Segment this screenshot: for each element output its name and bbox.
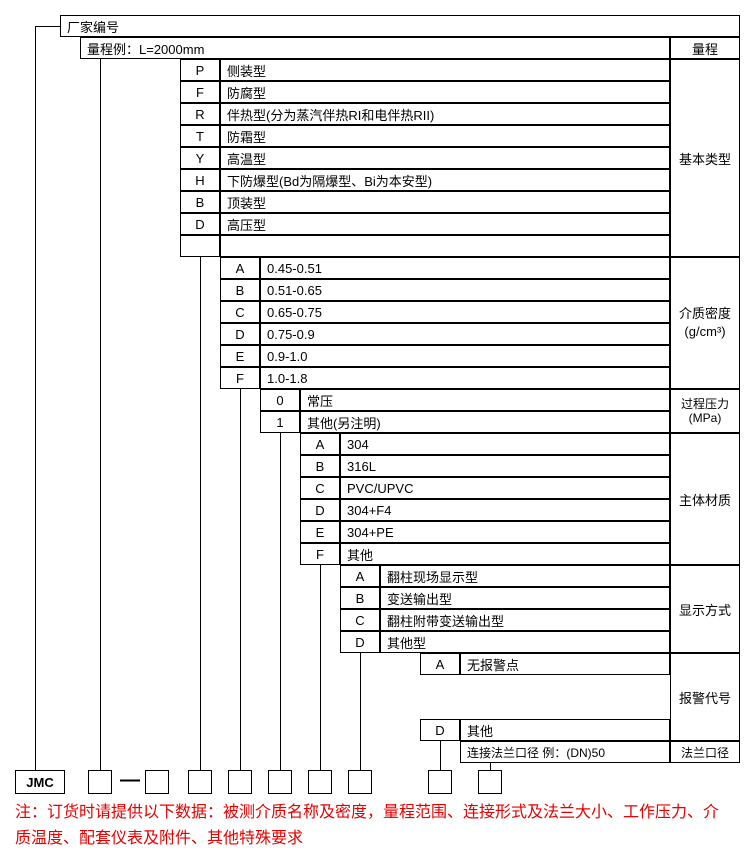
- display-desc: 变送输出型: [380, 587, 670, 609]
- basic-type-code: H: [180, 169, 220, 191]
- code-box-material: [268, 770, 292, 794]
- density-code: A: [220, 257, 260, 279]
- density-desc: 0.9-1.0: [260, 345, 670, 367]
- density-code: F: [220, 367, 260, 389]
- connector-line: [35, 26, 60, 27]
- display-code: C: [340, 609, 380, 631]
- flange-desc: 连接法兰口径 例：(DN)50: [460, 741, 670, 763]
- label-range: 量程: [670, 37, 740, 59]
- material-code: A: [300, 433, 340, 455]
- label-material: 主体材质: [670, 433, 740, 565]
- code-box-flange: [428, 770, 452, 794]
- basic-type-desc: 防腐型: [220, 81, 670, 103]
- density-desc: 0.75-0.9: [260, 323, 670, 345]
- code-box-range: [88, 770, 112, 794]
- label-display: 显示方式: [670, 565, 740, 653]
- material-desc: 316L: [340, 455, 670, 477]
- code-box-density: [188, 770, 212, 794]
- code-box-jmc: JMC: [15, 770, 65, 794]
- connector-line: [360, 653, 361, 770]
- basic-type-desc: [220, 235, 670, 257]
- label-pressure-unit: (MPa): [689, 411, 722, 425]
- pressure-desc: 常压: [300, 389, 670, 411]
- material-code: E: [300, 521, 340, 543]
- basic-type-code: F: [180, 81, 220, 103]
- pressure-code: 1: [260, 411, 300, 433]
- connector-line: [490, 763, 491, 770]
- material-desc: 304+PE: [340, 521, 670, 543]
- pressure-code: 0: [260, 389, 300, 411]
- basic-type-desc: 伴热型(分为蒸汽伴热RI和电伴热RII): [220, 103, 670, 125]
- material-desc: 304+F4: [340, 499, 670, 521]
- display-code: B: [340, 587, 380, 609]
- basic-type-desc: 侧装型: [220, 59, 670, 81]
- alarm2-code: D: [420, 719, 460, 741]
- connector-line: [100, 59, 101, 770]
- label-pressure-text: 过程压力: [681, 397, 729, 411]
- dash-separator: —: [120, 769, 140, 792]
- display-code: D: [340, 631, 380, 653]
- code-box-pressure: [228, 770, 252, 794]
- density-code: D: [220, 323, 260, 345]
- basic-type-code: Y: [180, 147, 220, 169]
- display-desc: 其他型: [380, 631, 670, 653]
- code-box-alarm: [348, 770, 372, 794]
- material-desc: PVC/UPVC: [340, 477, 670, 499]
- code-box-extra: [478, 770, 502, 794]
- density-code: E: [220, 345, 260, 367]
- basic-type-desc: 下防爆型(Bd为隔爆型、Bi为本安型): [220, 169, 670, 191]
- connector-line: [280, 433, 281, 770]
- basic-type-desc: 高温型: [220, 147, 670, 169]
- basic-type-desc: 高压型: [220, 213, 670, 235]
- label-density-text: 介质密度: [679, 305, 731, 323]
- header-range-example: 量程例：L=2000mm: [80, 37, 670, 59]
- label-alarm2: 报警代号: [670, 653, 740, 741]
- display-desc: 翻柱现场显示型: [380, 565, 670, 587]
- label-flange: 法兰口径: [670, 741, 740, 763]
- pressure-desc: 其他(另注明): [300, 411, 670, 433]
- basic-type-code: P: [180, 59, 220, 81]
- density-desc: 1.0-1.8: [260, 367, 670, 389]
- density-desc: 0.51-0.65: [260, 279, 670, 301]
- label-basic-type: 基本类型: [670, 59, 740, 257]
- material-code: B: [300, 455, 340, 477]
- label-density: 介质密度 (g/cm³): [670, 257, 740, 389]
- display-desc: 翻柱附带变送输出型: [380, 609, 670, 631]
- material-desc: 其他: [340, 543, 670, 565]
- density-code: C: [220, 301, 260, 323]
- density-desc: 0.65-0.75: [260, 301, 670, 323]
- connector-line: [240, 389, 241, 770]
- basic-type-code: T: [180, 125, 220, 147]
- material-code: D: [300, 499, 340, 521]
- ordering-note: 注：订货时请提供以下数据：被测介质名称及密度，量程范围、连接形式及法兰大小、工作…: [15, 800, 725, 851]
- label-density-unit: (g/cm³): [684, 323, 725, 341]
- code-box-display: [308, 770, 332, 794]
- connector-line: [200, 257, 201, 770]
- ordering-code-diagram: 厂家编号 量程例：L=2000mm 量程 P 侧装型 F 防腐型 R 伴热型(分…: [10, 10, 740, 835]
- density-code: B: [220, 279, 260, 301]
- connector-line: [35, 26, 36, 770]
- connector-line: [320, 565, 321, 770]
- alarm2-desc: 无报警点: [460, 653, 670, 675]
- material-desc: 304: [340, 433, 670, 455]
- material-code: C: [300, 477, 340, 499]
- density-desc: 0.45-0.51: [260, 257, 670, 279]
- header-factory-no: 厂家编号: [60, 15, 740, 37]
- basic-type-code: R: [180, 103, 220, 125]
- display-code: A: [340, 565, 380, 587]
- code-box-basic: [145, 770, 169, 794]
- alarm2-desc: 其他: [460, 719, 670, 741]
- basic-type-desc: 顶装型: [220, 191, 670, 213]
- basic-type-code: B: [180, 191, 220, 213]
- connector-line: [440, 741, 441, 770]
- material-code: F: [300, 543, 340, 565]
- label-pressure: 过程压力 (MPa): [670, 389, 740, 433]
- alarm2-code: A: [420, 653, 460, 675]
- basic-type-code: [180, 235, 220, 257]
- basic-type-desc: 防霜型: [220, 125, 670, 147]
- basic-type-code: D: [180, 213, 220, 235]
